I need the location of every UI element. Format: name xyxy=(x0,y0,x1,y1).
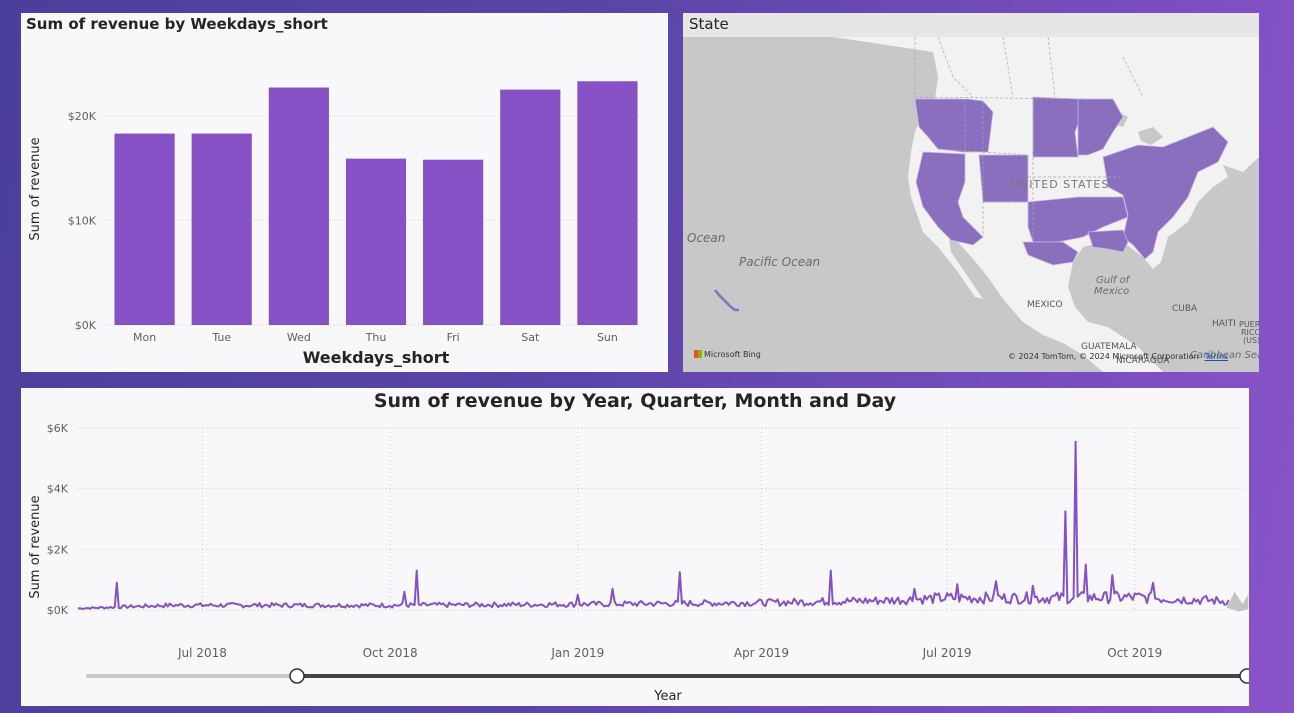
map-label-mexico: MEXICO xyxy=(1027,300,1063,310)
bar[interactable] xyxy=(500,89,561,325)
map-label-pr-1: PUERTO xyxy=(1239,320,1259,329)
map-title: State xyxy=(689,15,729,33)
line-chart-panel[interactable]: Sum of revenue by Year, Quarter, Month a… xyxy=(21,388,1255,706)
map-label-nicaragua: NICARAGUA xyxy=(1116,356,1170,366)
map-panel[interactable]: State xyxy=(683,13,1259,372)
bar-y-tick-label: $10K xyxy=(68,214,97,227)
map-label-pr-2: RICO xyxy=(1241,328,1259,337)
map-label-us: UNITED STATES xyxy=(1011,178,1109,191)
map-highlighted-states xyxy=(714,96,1229,312)
bar-y-tick-label: $0K xyxy=(75,319,97,332)
map-label-pacific: Pacific Ocean xyxy=(739,255,820,269)
bar-x-axis-title: Weekdays_short xyxy=(303,348,450,367)
forecast-band xyxy=(1226,590,1251,612)
bar-x-tick-label: Fri xyxy=(447,331,460,344)
map-state-borders xyxy=(914,37,1123,242)
line-y-tick-label: $4K xyxy=(47,483,69,496)
bar-x-tick-label: Thu xyxy=(365,331,387,344)
bing-attribution: Microsoft Bing xyxy=(694,350,761,359)
microsoft-logo-icon xyxy=(694,350,702,358)
bar-x-tick-label: Sat xyxy=(521,331,540,344)
line-series[interactable] xyxy=(77,440,1230,610)
map-label-haiti: HAITI xyxy=(1212,319,1236,329)
bar-x-tick-label: Wed xyxy=(287,331,311,344)
line-x-tick-label: Oct 2019 xyxy=(1107,646,1162,660)
map-label-gulf-2: Mexico xyxy=(1094,286,1129,297)
line-y-axis-title: Sum of revenue xyxy=(28,495,43,598)
bar[interactable] xyxy=(268,87,329,326)
copyright-text: © 2024 TomTom, © 2024 Microsoft Corporat… xyxy=(1008,352,1199,361)
map-label-caribbean: Caribbean Sea xyxy=(1190,350,1259,361)
map-copyright: © 2024 TomTom, © 2024 Microsoft Corporat… xyxy=(1008,352,1228,361)
line-x-tick-label: Oct 2018 xyxy=(363,646,418,660)
line-chart-title: Sum of revenue by Year, Quarter, Month a… xyxy=(373,390,897,412)
bar[interactable] xyxy=(345,158,407,325)
slider-label: Year xyxy=(653,689,682,704)
map-canada-borders xyxy=(937,37,1144,98)
bar-chart-title: Sum of revenue by Weekdays_short xyxy=(26,15,328,33)
bar-y-tick-label: $20K xyxy=(68,110,97,123)
bar-x-tick-label: Mon xyxy=(133,331,156,344)
line-x-tick-label: Jul 2019 xyxy=(922,646,972,660)
bar[interactable] xyxy=(423,159,484,325)
line-y-tick-label: $0K xyxy=(47,604,69,617)
terms-link[interactable]: Terms xyxy=(1204,352,1229,361)
map-label-guatemala: GUATEMALA xyxy=(1081,342,1137,352)
slider-end-handle[interactable] xyxy=(1239,668,1255,684)
bar[interactable] xyxy=(577,81,638,325)
line-y-tick-label: $6K xyxy=(47,422,69,435)
map[interactable]: UNITED STATES Ocean Pacific Ocean Gulf o… xyxy=(683,37,1259,372)
bar-x-tick-label: Sun xyxy=(597,331,618,344)
bar[interactable] xyxy=(191,133,252,325)
line-chart[interactable]: $0K $2K $4K $6K Jul 2018 Oct 2018 Jan 2019 Apr … xyxy=(21,388,1255,706)
line-x-tick-label: Apr 2019 xyxy=(734,646,789,660)
bar-chart-panel[interactable]: Sum of revenue by Weekdays_short $0K $10K… xyxy=(21,13,668,372)
line-x-tick-label: Jul 2018 xyxy=(177,646,227,660)
line-x-tick-label: Jan 2019 xyxy=(550,646,604,660)
bing-label: Microsoft Bing xyxy=(704,350,761,359)
map-label-gulf-1: Gulf of xyxy=(1096,275,1131,286)
bar-x-tick-label: Tue xyxy=(211,331,231,344)
map-label-pr-3: (US) xyxy=(1243,336,1259,345)
slider-start-handle[interactable] xyxy=(289,668,305,684)
map-label-cuba: CUBA xyxy=(1172,304,1198,314)
line-y-tick-label: $2K xyxy=(47,543,69,556)
map-label-ocean: Ocean xyxy=(687,231,725,245)
bar[interactable] xyxy=(114,133,175,325)
bar-y-axis-title: Sum of revenue xyxy=(28,137,43,240)
